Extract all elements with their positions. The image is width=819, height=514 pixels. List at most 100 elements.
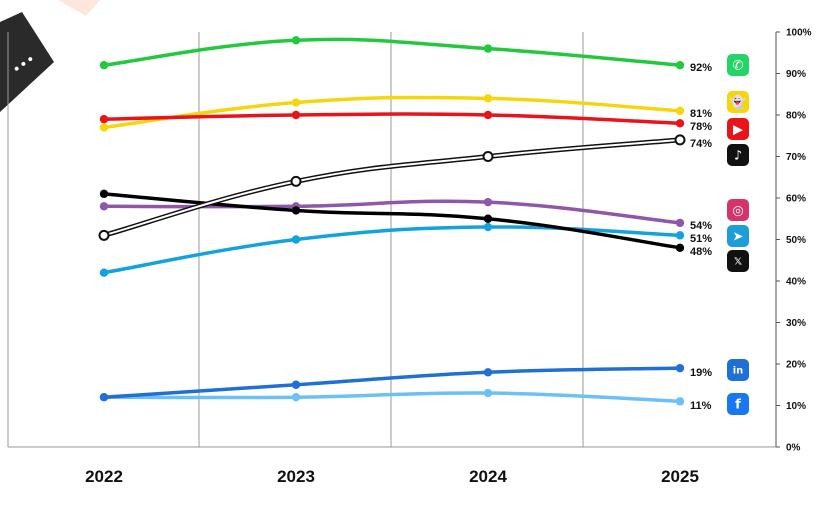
icon-bg — [727, 225, 749, 247]
icon-glyph: 👻 — [730, 94, 746, 111]
data-point-snapchat — [675, 106, 685, 116]
data-point-whatsapp — [291, 36, 301, 45]
y-tick-label: 10% — [786, 401, 806, 412]
icon-bg — [727, 118, 749, 140]
y-tick-label: 100% — [786, 28, 812, 39]
series-line-x — [102, 192, 682, 250]
data-point-whatsapp — [99, 60, 109, 70]
series-line-tiktok — [101, 137, 683, 238]
icon-bg — [727, 359, 749, 381]
data-point-youtube — [483, 110, 493, 120]
data-point-tiktok — [290, 175, 302, 187]
series-line-inner-tiktok — [103, 138, 681, 237]
icon-glyph: ✆ — [733, 59, 744, 74]
icon-bg — [727, 393, 749, 415]
end-label-linkedin: 19% — [690, 367, 712, 379]
y-tick-label: 60% — [786, 194, 806, 205]
data-point-tiktok — [98, 229, 110, 241]
end-label-tiktok: 74% — [690, 138, 712, 150]
series-linkedin — [99, 363, 685, 402]
series-line-whatsapp — [102, 37, 682, 67]
y-tick-label: 30% — [786, 318, 806, 329]
series-snapchat — [99, 94, 685, 132]
x-tick-label: 2023 — [277, 467, 315, 486]
end-label-snapchat: 81% — [690, 108, 712, 120]
data-point-whatsapp — [675, 60, 685, 70]
series-line-instagram — [102, 199, 682, 225]
x-tick-label: 2024 — [469, 467, 507, 486]
icon-glyph: ◎ — [732, 204, 743, 219]
data-point-linkedin — [483, 368, 493, 377]
series-instagram — [99, 197, 685, 228]
end-label-youtube: 78% — [690, 121, 712, 133]
tiktok-icon: ♪ — [727, 144, 749, 166]
y-tick-label: 0% — [786, 443, 801, 454]
series-line-facebook — [102, 391, 682, 404]
series-line-linkedin — [102, 366, 682, 399]
series-telegram — [99, 222, 685, 277]
youtube-icon: ▶ — [727, 118, 749, 140]
data-point-whatsapp — [483, 44, 493, 53]
icon-bg — [727, 199, 749, 221]
icon-glyph: ♪ — [734, 149, 742, 164]
data-point-telegram — [99, 268, 109, 277]
data-point-linkedin — [99, 393, 109, 402]
data-point-instagram — [483, 197, 493, 207]
icon-bg — [727, 250, 749, 272]
icon-bg — [727, 91, 749, 113]
end-label-x: 48% — [690, 246, 712, 258]
corner-dark — [0, 12, 54, 112]
icon-bg — [727, 144, 749, 166]
data-point-youtube — [291, 110, 301, 120]
data-point-x — [291, 206, 301, 215]
data-point-snapchat — [99, 123, 109, 132]
data-point-facebook — [675, 397, 685, 406]
y-tick-label: 90% — [786, 69, 806, 80]
series-youtube — [99, 110, 685, 128]
data-point-youtube — [99, 114, 109, 124]
whatsapp-icon: ✆ — [727, 54, 749, 76]
data-point-linkedin — [675, 363, 685, 373]
series-tiktok — [98, 134, 686, 241]
data-point-telegram — [675, 231, 685, 240]
y-tick-label: 80% — [786, 111, 806, 122]
series-whatsapp — [99, 36, 685, 70]
y-tick-label: 20% — [786, 360, 806, 371]
y-tick-label: 50% — [786, 235, 806, 246]
linkedin-icon: in — [727, 359, 749, 381]
telegram-icon: ➤ — [727, 225, 749, 247]
y-tick-label: 70% — [786, 152, 806, 163]
corner-badge: ••• — [0, 0, 100, 112]
data-point-instagram — [675, 218, 685, 228]
data-point-facebook — [291, 393, 301, 402]
icon-bg — [727, 54, 749, 76]
data-point-tiktok — [482, 151, 494, 162]
data-point-x — [99, 189, 109, 199]
data-point-x — [483, 214, 493, 223]
data-point-x — [675, 243, 685, 252]
x-tick-label: 2022 — [85, 467, 123, 486]
instagram-icon: ◎ — [727, 199, 749, 221]
snapchat-icon: 👻 — [727, 91, 749, 113]
data-point-instagram — [99, 202, 109, 211]
series-line-youtube — [102, 112, 682, 126]
series-line-snapchat — [102, 95, 682, 130]
data-point-youtube — [675, 119, 685, 128]
end-label-whatsapp: 92% — [690, 62, 712, 74]
y-tick-label: 40% — [786, 277, 806, 288]
facebook-icon: f — [727, 393, 749, 415]
icon-glyph: 𝕏 — [734, 257, 742, 268]
data-point-telegram — [291, 235, 301, 244]
icon-glyph: f — [735, 398, 741, 413]
series-line-telegram — [102, 225, 682, 275]
icon-glyph: ▶ — [733, 123, 743, 138]
data-point-telegram — [483, 222, 493, 232]
icon-glyph: ➤ — [733, 230, 744, 245]
end-label-facebook: 11% — [690, 400, 712, 412]
end-label-telegram: 51% — [690, 233, 712, 245]
series-x — [99, 189, 685, 252]
end-label-instagram: 54% — [690, 220, 712, 232]
icon-glyph: in — [733, 366, 744, 377]
corner-accent — [58, 0, 100, 16]
